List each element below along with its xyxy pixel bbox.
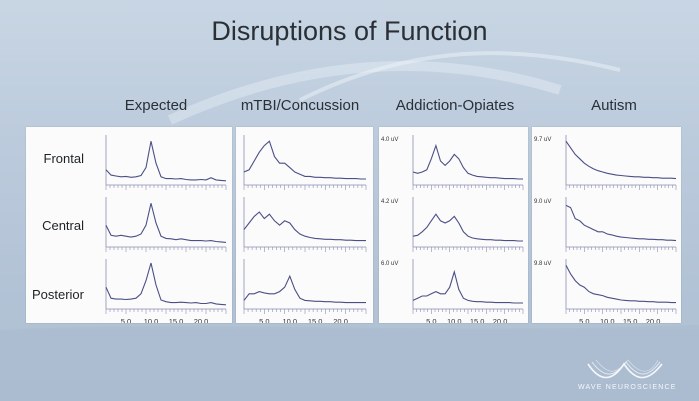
amplitude-label: 9.0 uV [534,199,551,205]
x-tick-label: 20.0 [493,317,508,323]
chart-autism: 9.7 uV9.0 uV9.8 uV5.010.015.020.0Frequen… [534,135,677,323]
spectrum-trace [412,269,523,304]
x-tick-label: 5.0 [121,317,131,323]
chart-addiction: 4.0 uV4.2 uV6.0 uV5.010.015.020.0Frequen… [381,135,524,323]
row-label-central: Central [42,218,84,233]
x-tick-label: 10.0 [144,317,159,323]
amplitude-label: 4.0 uV [381,137,398,143]
chart-expected: 5.0 10.0 15.0 20.0 [105,135,227,323]
chart-mtbi: 5.010.015.020.0Frequency (Hz) [243,135,367,323]
x-tick-label: 15.0 [169,317,184,323]
x-tick-label: 5.0 [259,317,269,323]
x-tick-label: 5.0 [426,317,436,323]
amplitude-label: 9.8 uV [534,261,551,267]
spectrum-trace [565,204,677,242]
amplitude-label: 9.7 uV [534,137,551,143]
spectrum-trace [412,213,523,242]
x-tick-label: 5.0 [579,317,589,323]
spectrum-trace [105,203,227,243]
x-tick-label: 20.0 [333,317,348,323]
x-tick-label: 10.0 [600,317,615,323]
spectrum-trace [105,262,227,306]
row-label-posterior: Posterior [31,287,84,302]
page-title: Disruptions of Function [211,16,488,46]
x-tick-label: 10.0 [282,317,297,323]
panel-addiction: 4.0 uV4.2 uV6.0 uV5.010.015.020.0Frequen… [379,127,528,323]
x-tick-label: 20.0 [194,317,209,323]
column-header-expected: Expected [124,97,188,114]
spectrum-trace [243,211,366,242]
amplitude-label: 6.0 uV [381,261,398,267]
spectrum-trace [565,140,677,180]
spectrum-trace [243,274,366,304]
panel-autism: 9.7 uV9.0 uV9.8 uV5.010.015.020.0Frequen… [532,127,681,323]
spectrum-trace [105,141,227,182]
x-tick-label: 20.0 [646,317,661,323]
brand-name: WAVE NEUROSCIENCE [578,384,677,391]
x-tick-label: 10.0 [447,317,462,323]
x-tick-label: 15.0 [308,317,323,323]
x-tick-label: 15.0 [623,317,638,323]
panel-mtbi: 5.010.015.020.0Frequency (Hz) [236,127,373,323]
spectrum-trace [243,140,366,180]
column-header-autism: Autism [591,97,637,114]
amplitude-label: 4.2 uV [381,199,398,205]
spectrum-trace [412,143,523,180]
spectrum-trace [565,264,676,304]
column-header-addiction: Addiction-Opiates [395,97,515,114]
x-tick-label: 15.0 [470,317,485,323]
row-label-frontal: Frontal [43,151,84,166]
column-header-mtbi: mTBI/Concussion [240,97,360,114]
wave-logo-icon [587,359,663,379]
panel-expected: 5.0 10.0 15.0 20.0 [26,127,232,323]
